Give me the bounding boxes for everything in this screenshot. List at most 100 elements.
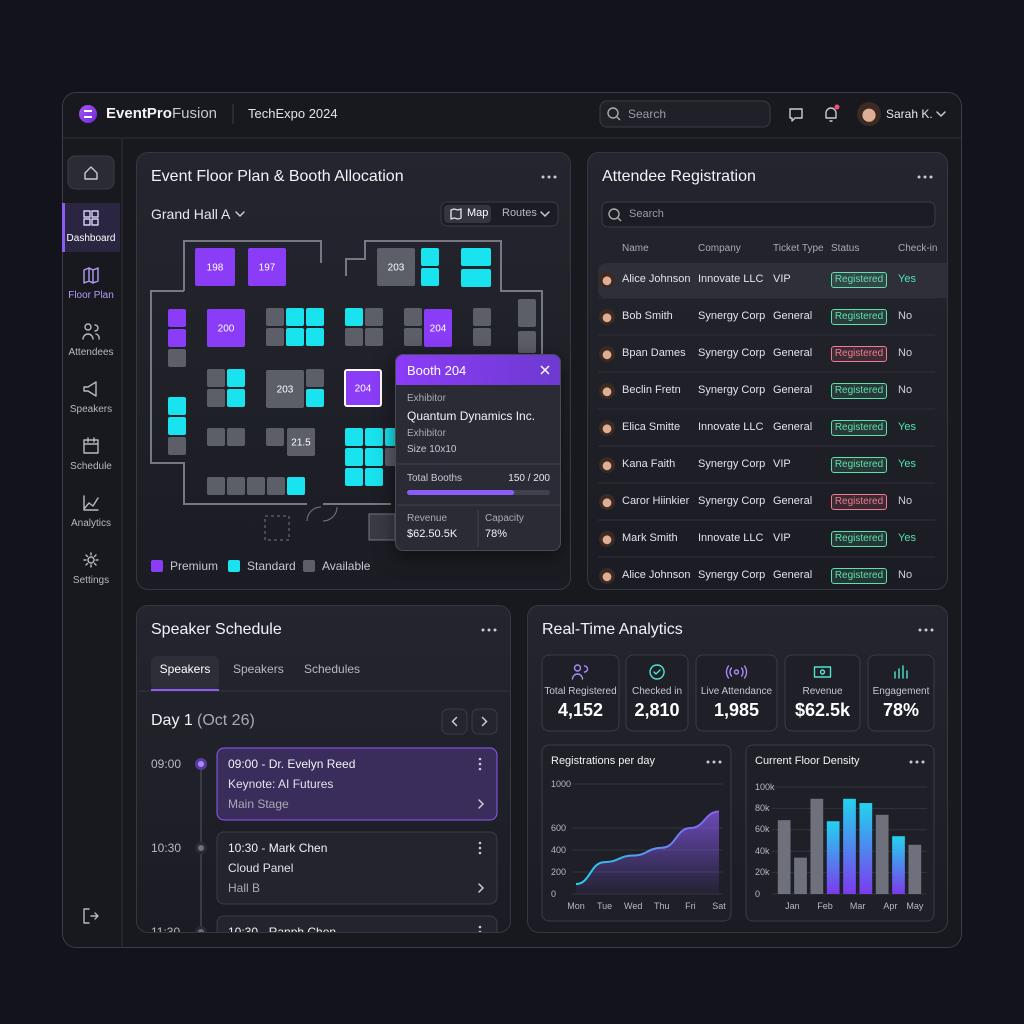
nav-label[interactable]: Analytics [70, 518, 112, 529]
timeline-dot [195, 758, 207, 770]
booth [404, 328, 422, 346]
y-tick-label: 600 [551, 822, 567, 833]
analytics-panel: Real-Time Analytics Total Registered 4,152… [527, 605, 948, 933]
booth [207, 477, 225, 495]
attendee-panel: Attendee Registration Search Name Company Ti… [587, 152, 948, 590]
cell: General [773, 310, 813, 323]
day-title: Day 1 [151, 712, 193, 730]
session-title: 10:30 - Ranph Chen [228, 924, 337, 933]
tooltip-title: Booth 204 [407, 363, 467, 379]
progress-fill [407, 490, 515, 495]
view-option[interactable]: Map [467, 207, 489, 220]
avatar-face [602, 387, 612, 397]
door [306, 506, 338, 522]
chart-title: Registrations per day [551, 755, 655, 768]
search-input[interactable]: Search [628, 106, 667, 121]
booth [421, 268, 439, 286]
search-icon [616, 116, 621, 121]
kpi-card [541, 654, 620, 732]
cell: Synergy Corp [698, 347, 766, 360]
nav-label[interactable]: Dashboard [66, 233, 116, 244]
view-option[interactable]: Routes [502, 207, 537, 220]
bar [794, 857, 807, 894]
chart-title: Current Floor Density [755, 755, 860, 768]
tooltip-label: Revenue [407, 513, 448, 524]
tooltip-revenue: $62.50.5K [407, 528, 458, 541]
booth [267, 477, 285, 495]
booth [248, 248, 286, 286]
booth [345, 328, 363, 346]
tab[interactable]: Speakers [233, 661, 284, 676]
icon [649, 664, 665, 680]
nav-label[interactable]: Speakers [69, 404, 113, 415]
icon [894, 665, 908, 679]
booth-label: 21.5 [291, 438, 311, 449]
column-header: Ticket Type [773, 243, 824, 254]
session-time: 09:00 [151, 756, 182, 771]
more-icon [478, 841, 482, 845]
booth [266, 370, 304, 408]
search-box [601, 201, 936, 228]
tab[interactable]: Schedules [304, 661, 361, 676]
avatar-face [602, 572, 612, 582]
brand: EventPro [106, 105, 172, 122]
cell: Caror Hiinkier [622, 495, 690, 508]
booth [306, 328, 324, 346]
booth [207, 369, 225, 387]
more-icon [478, 851, 482, 855]
cell: Innovate LLC [698, 273, 764, 286]
booth [286, 308, 304, 326]
x-tick-label: Mar [849, 900, 866, 911]
status-badge: Registered [831, 494, 887, 510]
legend-swatch [151, 560, 163, 572]
cell: General [773, 384, 813, 397]
booth-label: 197 [259, 263, 276, 274]
kpi-label: Total Registered [544, 686, 617, 697]
booth [266, 328, 284, 346]
cell: Synergy Corp [698, 495, 766, 508]
active-nav-bar [62, 203, 65, 252]
session-title: 10:30 - Mark Chen [228, 840, 328, 855]
nav-label[interactable]: Schedule [70, 461, 112, 472]
search-box [599, 100, 771, 128]
floor-plan-panel: 198 197 203 200 204 203 21.5 204 Event Floor Pla… [136, 152, 571, 590]
kpi-label: Engagement [872, 686, 930, 697]
booth [344, 369, 382, 407]
nav-label[interactable]: Attendees [68, 347, 114, 358]
booth [345, 308, 363, 326]
cell: Bpan Dames [622, 347, 686, 360]
booth [168, 309, 186, 327]
booth-label: 203 [388, 263, 405, 274]
booth [306, 308, 324, 326]
y-tick-label: 60k [755, 824, 770, 835]
booth [461, 269, 491, 287]
nav-label[interactable]: Settings [72, 575, 110, 586]
checkin: No [898, 495, 913, 508]
x-tick-label: Wed [624, 900, 643, 911]
panel-title: Real-Time Analytics [542, 621, 683, 639]
y-tick-label: 0 [755, 888, 761, 899]
kpi-label: Live Attendance [700, 686, 773, 697]
booth [168, 397, 186, 415]
tooltip-label: Exhibitor [407, 393, 446, 404]
more-icon [929, 175, 933, 179]
search-input[interactable]: Search [629, 208, 664, 221]
cell: Alice Johnson [622, 569, 691, 582]
cell: Synergy Corp [698, 569, 766, 582]
panel-title: Speaker Schedule [151, 621, 282, 639]
tooltip-svg [397, 365, 560, 547]
x-tick-label: Mon [567, 900, 585, 911]
nav-label[interactable]: Floor Plan [68, 290, 114, 301]
timeline-dot [195, 926, 207, 932]
booth [365, 468, 383, 486]
more-icon [923, 175, 927, 179]
booth [424, 309, 452, 347]
tab[interactable]: Speakers [159, 661, 211, 676]
hall-select[interactable]: Grand Hall A [151, 205, 231, 222]
attendee-svg [598, 175, 947, 584]
x-tick-label: Tue [597, 900, 613, 911]
legend-label: Premium [170, 558, 219, 573]
panel-title: Attendee Registration [602, 168, 756, 186]
user-name[interactable]: Sarah K. [886, 106, 933, 121]
